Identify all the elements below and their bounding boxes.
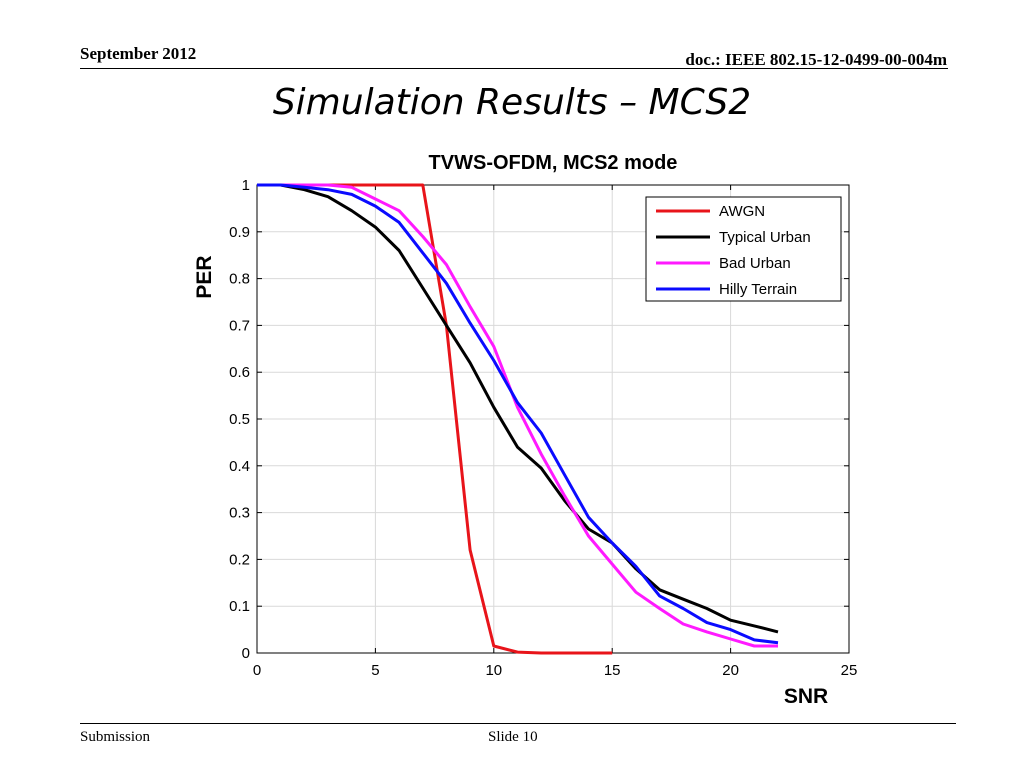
chart-title: TVWS-OFDM, MCS2 mode <box>429 152 678 174</box>
header-date: September 2012 <box>80 44 197 63</box>
chart-series <box>257 183 779 655</box>
legend-label-bad-urban: Bad Urban <box>719 255 791 272</box>
header-doc-id: doc.: IEEE 802.15-12-0499-00-004m <box>685 50 947 69</box>
y-tick-label: 1 <box>242 177 250 194</box>
slide-title: Simulation Results – MCS2 <box>272 82 752 123</box>
x-tick-label: 15 <box>604 662 621 679</box>
y-tick-label: 0.2 <box>229 551 250 568</box>
y-tick-label: 0.4 <box>229 458 250 475</box>
footer-submission: Submission <box>80 729 151 745</box>
y-tick-label: 0.6 <box>229 364 250 381</box>
y-tick-label: 0.1 <box>229 598 250 615</box>
footer-slide-number: Slide 10 <box>488 729 538 745</box>
legend-label-awgn: AWGN <box>719 203 765 220</box>
y-tick-label: 0 <box>242 645 250 662</box>
legend-label-typical-urban: Typical Urban <box>719 229 811 246</box>
y-axis-label: PER <box>193 255 216 298</box>
y-tick-label: 0.9 <box>229 224 250 241</box>
legend-box <box>645 196 842 302</box>
y-tick-label: 0.3 <box>229 505 250 522</box>
x-tick-label: 0 <box>253 662 261 679</box>
chart-legend: AWGN Typical Urban Bad Urban Hilly Terrain <box>645 196 842 302</box>
y-tick-label: 0.7 <box>229 317 250 334</box>
header-divider <box>80 68 948 69</box>
x-tick-label: 5 <box>371 662 379 679</box>
x-tick-label: 25 <box>841 662 858 679</box>
y-tick-label: 0.5 <box>229 411 250 428</box>
legend-label-hilly-terrain: Hilly Terrain <box>719 281 797 298</box>
series-line-typical-urban <box>257 183 779 634</box>
x-tick-label: 20 <box>722 662 739 679</box>
series-line-hilly-terrain <box>257 183 779 645</box>
x-axis-label: SNR <box>784 685 828 708</box>
x-tick-label: 10 <box>485 662 502 679</box>
y-tick-label: 0.8 <box>229 271 250 288</box>
series-line-bad-urban <box>257 183 778 648</box>
chart-ticks: 0 5 10 15 20 25 0 0.1 0.2 0.3 0.4 0.5 0.6 0.7 0.8 0.9 1 <box>229 177 857 679</box>
footer-divider <box>80 723 956 724</box>
